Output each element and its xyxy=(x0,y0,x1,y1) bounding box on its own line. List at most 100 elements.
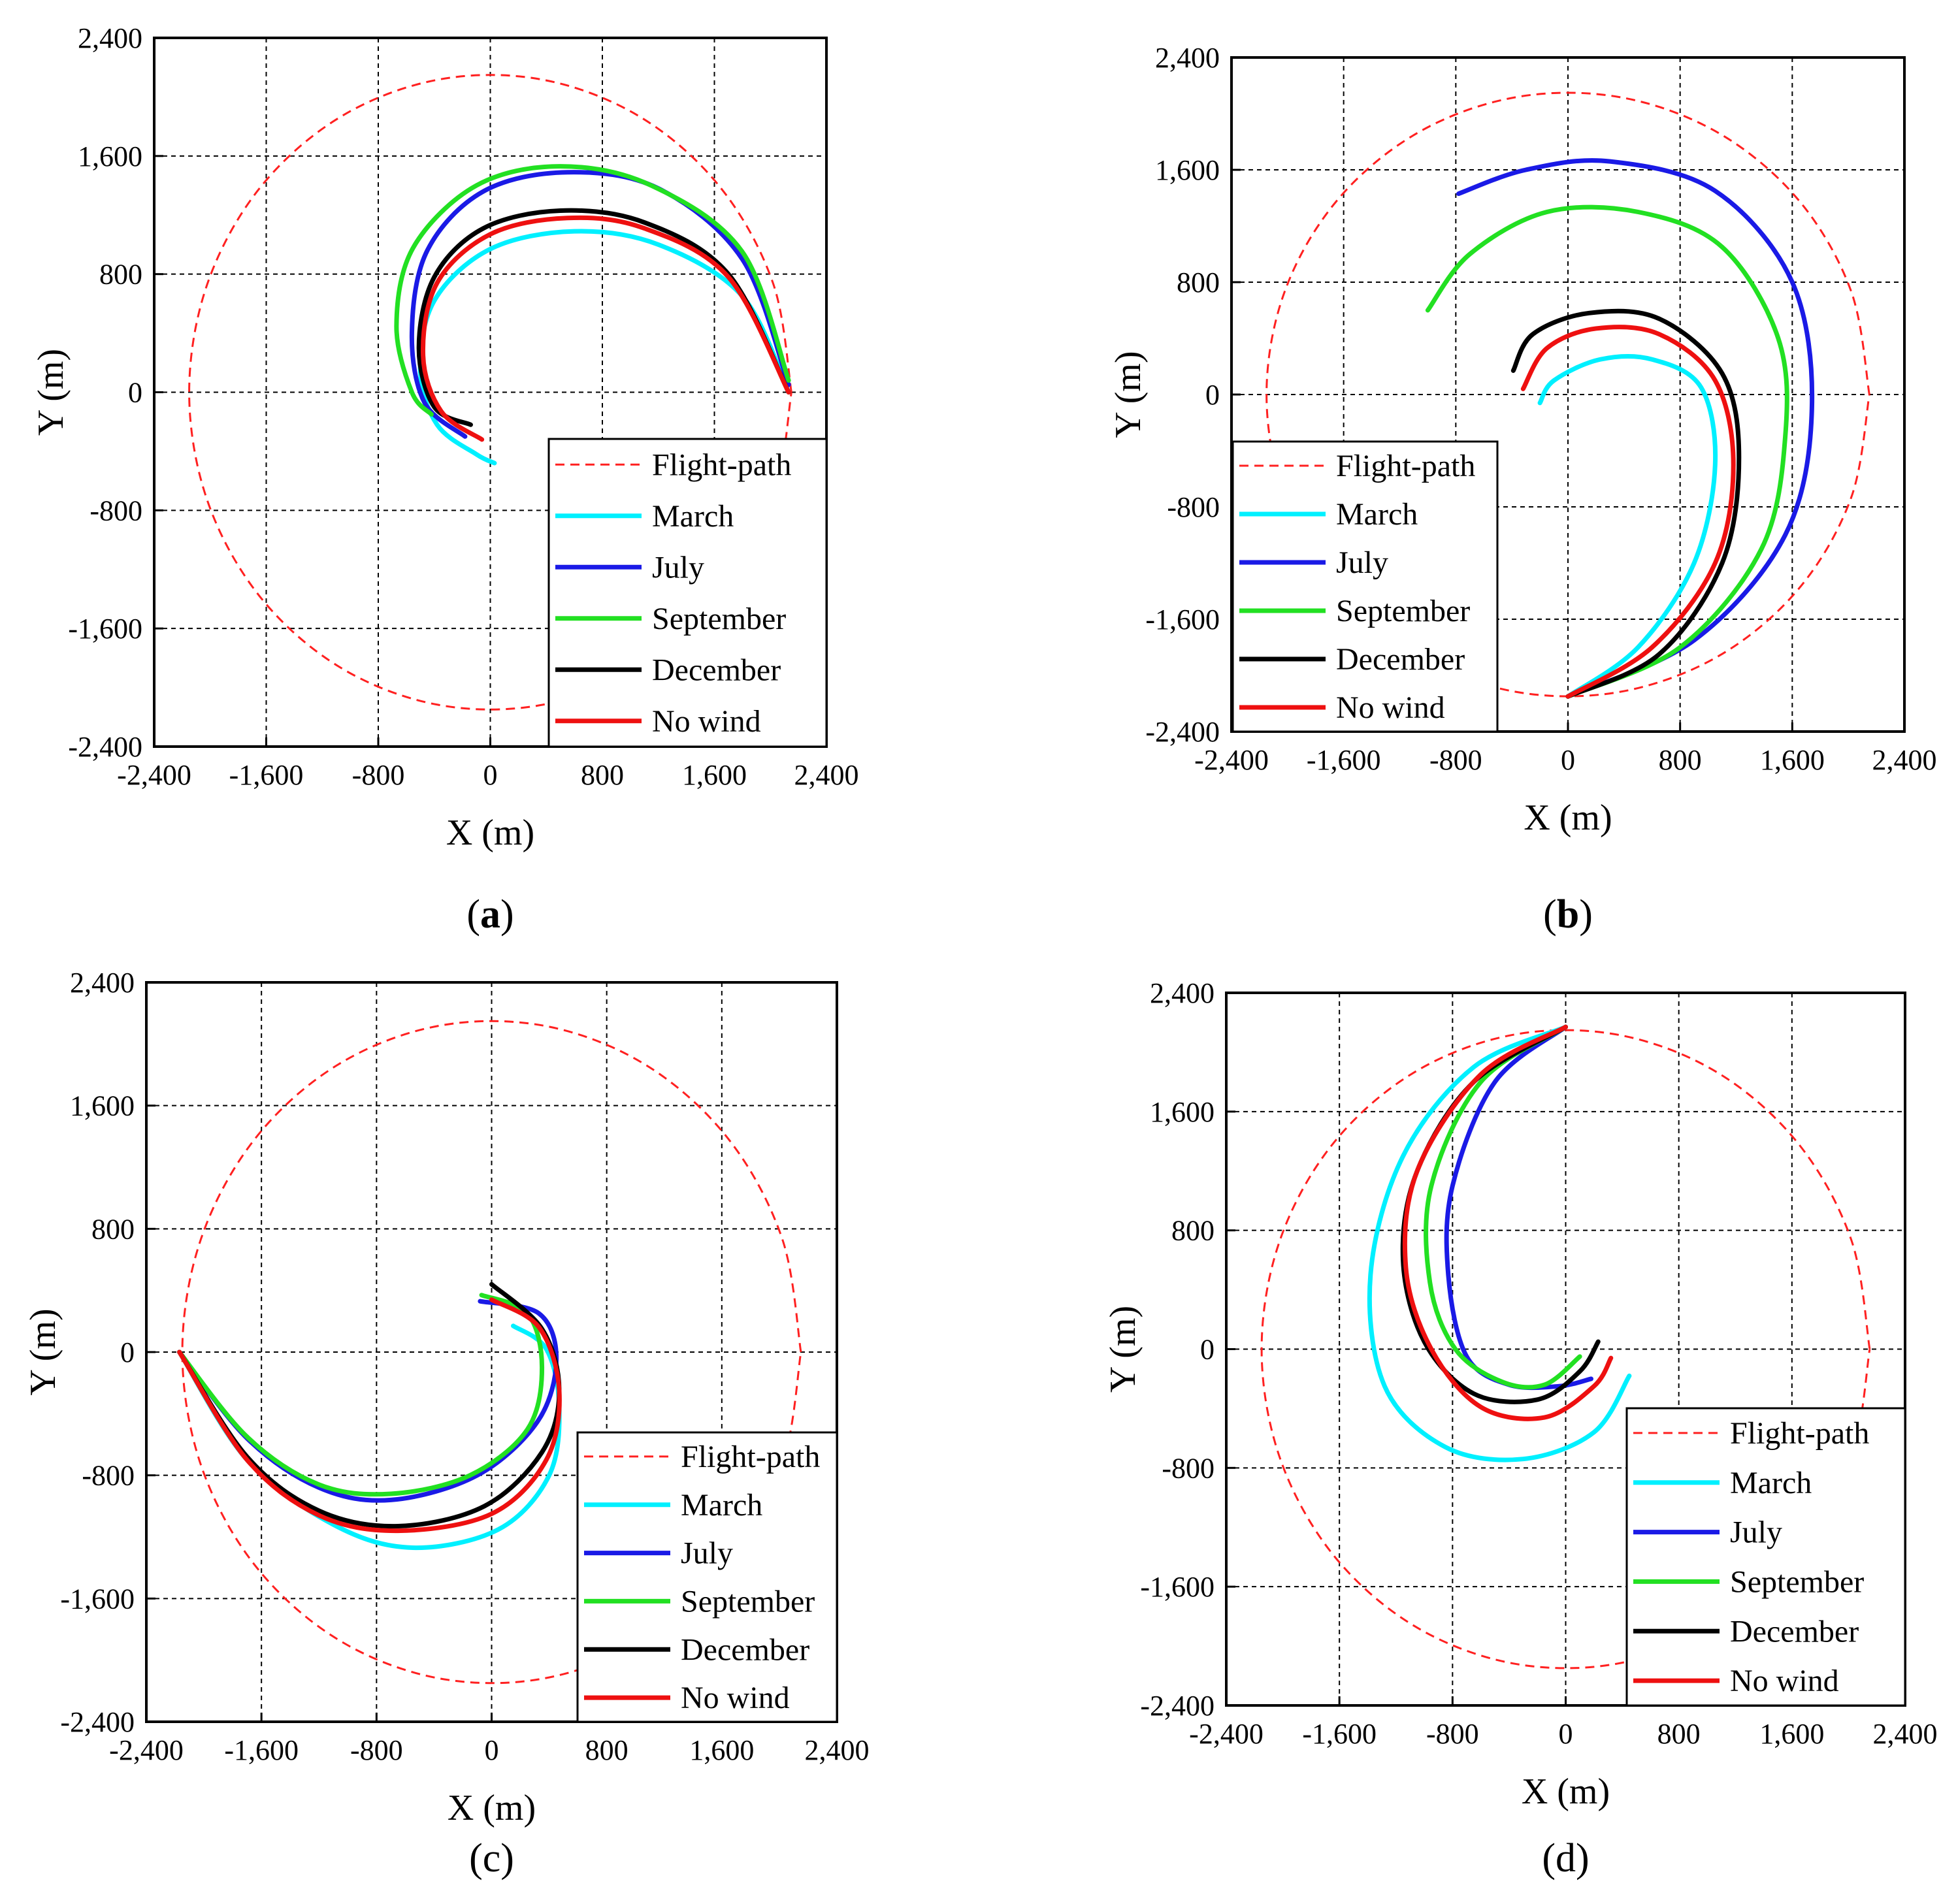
legend-label: March xyxy=(652,499,734,534)
x-tick-label: 1,600 xyxy=(689,1734,754,1766)
y-tick-label: -1,600 xyxy=(60,1583,135,1615)
legend-label: Flight-path xyxy=(1730,1416,1869,1451)
legend-box xyxy=(547,438,828,748)
legend-label: September xyxy=(1730,1564,1864,1599)
legend-label: September xyxy=(652,602,786,636)
legend-label: No wind xyxy=(652,704,761,739)
legend-label: July xyxy=(652,550,704,585)
y-tick-label: 800 xyxy=(1171,1215,1215,1247)
legend-label: No wind xyxy=(681,1681,790,1715)
y-tick-label: -800 xyxy=(90,494,142,526)
legend-label: December xyxy=(1730,1614,1859,1649)
x-tick-label: 800 xyxy=(581,759,624,791)
legend-label: Flight-path xyxy=(681,1440,820,1474)
series-line-july xyxy=(1456,158,1815,699)
y-tick-label: 800 xyxy=(1177,266,1220,299)
x-tick-label: -800 xyxy=(352,759,405,791)
panel-a: -2,400 -1,600 -800 0 800 1,600 2,400 -2,400 -1,6… xyxy=(31,22,859,937)
legend-label: December xyxy=(681,1632,809,1667)
x-axis-label: X (m) xyxy=(446,813,534,853)
x-tick-label: -2,400 xyxy=(117,759,191,791)
x-tick-label: 800 xyxy=(585,1734,628,1766)
x-tick-label: 1,600 xyxy=(1760,744,1825,776)
y-tick-label: -800 xyxy=(1162,1452,1215,1484)
panel-caption: (d) xyxy=(1542,1836,1589,1880)
x-tick-label: 0 xyxy=(1561,744,1575,776)
y-tick-label: -2,400 xyxy=(60,1706,135,1738)
series-line-july xyxy=(409,170,791,439)
legend-label: March xyxy=(1730,1466,1812,1500)
y-tick-label: 2,400 xyxy=(1150,977,1215,1009)
y-tick-label: 2,400 xyxy=(1155,42,1220,74)
legend-label: Flight-path xyxy=(652,447,791,482)
x-axis-label: X (m) xyxy=(448,1788,536,1828)
y-tick-label: 0 xyxy=(128,377,142,409)
legend-label: No wind xyxy=(1336,690,1445,725)
panel-d: -2,400 -1,600 -800 0 800 1,600 2,400 -2,400 -1,6… xyxy=(1103,977,1938,1880)
x-tick-label: -800 xyxy=(1426,1718,1479,1750)
series-line-july xyxy=(1444,1024,1593,1391)
x-tick-label: 0 xyxy=(1559,1718,1573,1750)
x-tick-label: -800 xyxy=(350,1734,403,1766)
series-line-december xyxy=(1400,1024,1601,1404)
x-tick-label: 0 xyxy=(483,759,498,791)
series-line-no-wind xyxy=(1520,325,1736,699)
y-axis-label: Y (m) xyxy=(31,349,71,436)
y-tick-label: 2,400 xyxy=(70,967,135,999)
y-tick-label: -1,600 xyxy=(1145,604,1220,636)
legend-box xyxy=(1625,1407,1906,1707)
series-line-july xyxy=(177,1299,559,1503)
y-tick-label: -1,600 xyxy=(1140,1571,1215,1603)
y-tick-label: 1,600 xyxy=(1150,1096,1215,1128)
x-tick-label: -1,600 xyxy=(1307,744,1381,776)
x-tick-label: 2,400 xyxy=(1873,1718,1938,1750)
legend-label: July xyxy=(681,1536,733,1571)
series-line-no-wind xyxy=(177,1297,562,1534)
x-tick-label: -1,600 xyxy=(224,1734,299,1766)
panel-b: -2,400 -1,600 -800 0 800 1,600 2,400 -2,400 -1,6… xyxy=(1108,42,1937,937)
legend-label: March xyxy=(681,1488,762,1523)
series-line-december xyxy=(1510,308,1742,699)
x-tick-label: 800 xyxy=(1657,1718,1701,1750)
legend-label: Flight-path xyxy=(1336,449,1475,483)
legend-label: September xyxy=(681,1584,815,1619)
x-tick-label: 1,600 xyxy=(1759,1718,1824,1750)
x-tick-label: -1,600 xyxy=(1302,1718,1377,1750)
legend-label: March xyxy=(1336,497,1418,532)
series-line-no-wind xyxy=(420,215,791,442)
x-tick-label: 2,400 xyxy=(1872,744,1937,776)
panel-caption: (b) xyxy=(1543,892,1593,937)
y-tick-label: 0 xyxy=(120,1336,135,1368)
series-line-march xyxy=(1537,354,1718,699)
legend-label: September xyxy=(1336,594,1470,628)
legend-label: July xyxy=(1336,545,1388,580)
series-line-march xyxy=(417,229,791,466)
series-line-no-wind xyxy=(1402,1024,1614,1421)
x-axis-label: X (m) xyxy=(1524,798,1612,838)
y-tick-label: 1,600 xyxy=(1155,154,1220,186)
y-axis-label: Y (m) xyxy=(1108,351,1149,438)
series-line-september xyxy=(177,1293,545,1497)
series-line-december xyxy=(177,1282,562,1529)
legend-label: December xyxy=(652,653,781,687)
x-tick-label: 800 xyxy=(1659,744,1702,776)
legend-label: December xyxy=(1336,642,1465,677)
y-tick-label: 1,600 xyxy=(70,1090,135,1122)
legend-label: July xyxy=(1730,1515,1782,1550)
x-tick-label: 0 xyxy=(485,1734,499,1766)
series-line-september xyxy=(394,164,791,417)
y-tick-label: -800 xyxy=(1167,491,1220,523)
x-tick-label: -2,400 xyxy=(109,1734,184,1766)
panel-caption: (c) xyxy=(469,1836,514,1880)
y-tick-label: 0 xyxy=(1205,379,1220,411)
series-line-september xyxy=(1424,1024,1582,1390)
y-tick-label: 800 xyxy=(99,259,142,291)
series-line-flight-path xyxy=(1265,91,1870,698)
legend-box xyxy=(576,1431,838,1723)
y-tick-label: 800 xyxy=(91,1213,135,1245)
y-tick-label: -2,400 xyxy=(1140,1690,1215,1722)
y-axis-label: Y (m) xyxy=(23,1308,63,1395)
panel-caption: (a) xyxy=(466,892,514,937)
y-tick-label: -2,400 xyxy=(1145,716,1220,748)
